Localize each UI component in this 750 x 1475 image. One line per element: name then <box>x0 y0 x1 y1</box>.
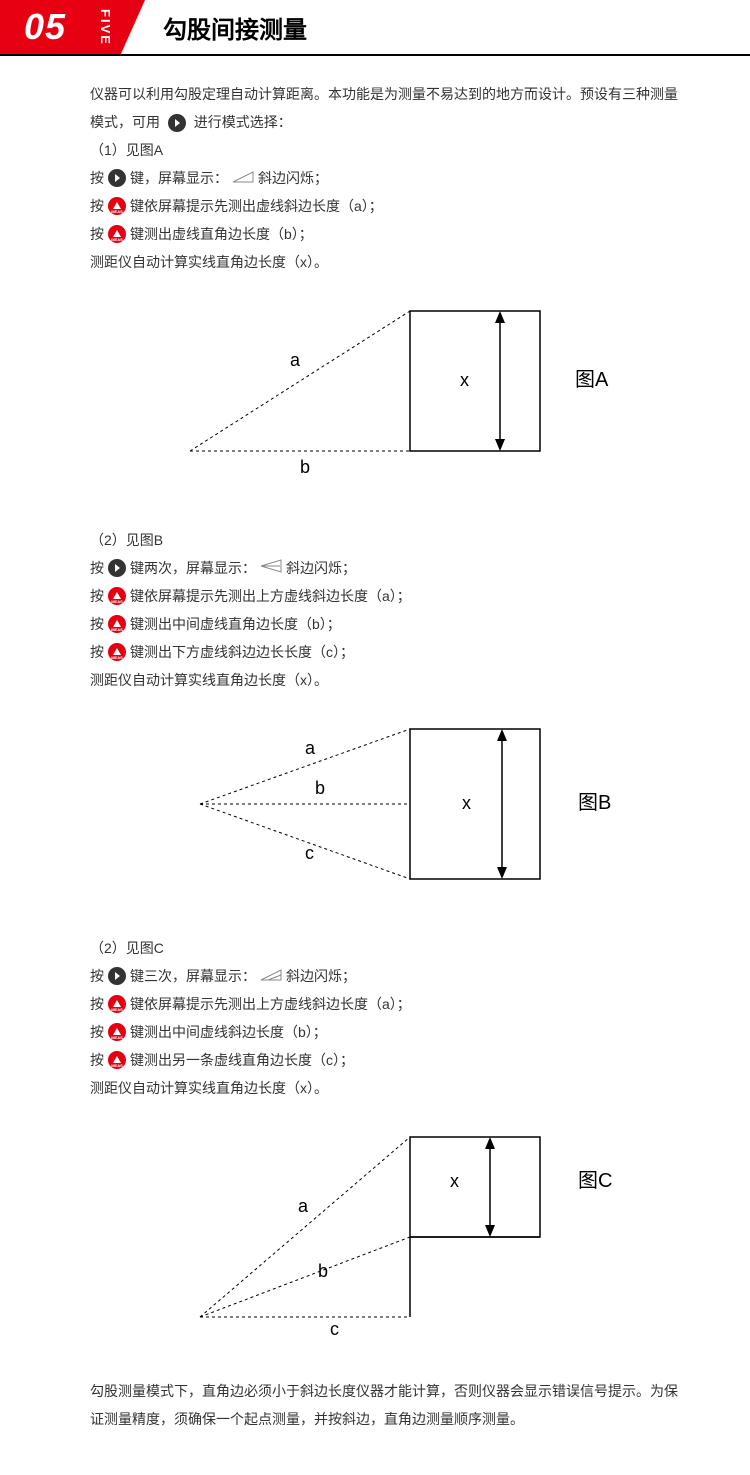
meas-button-icon: MEAS <box>108 995 126 1013</box>
section-c-line5: 测距仪自动计算实线直角边长度（x）。 <box>90 1074 690 1102</box>
section-b-line4: 按 MEAS 键测出下方虚线斜边边长长度（c）； <box>90 638 690 666</box>
svg-text:a: a <box>298 1196 309 1216</box>
text: 斜边闪烁； <box>286 962 356 990</box>
section-c-line2: 按 MEAS 键依屏幕提示先测出上方虚线斜边长度（a）； <box>90 990 690 1018</box>
svg-text:x: x <box>462 793 471 813</box>
section-c-title: （2）见图C <box>90 934 690 962</box>
text: 按 <box>90 192 104 220</box>
mode-button-icon <box>108 559 126 577</box>
text: 按 <box>90 610 104 638</box>
footer-note: 勾股测量模式下，直角边必须小于斜边长度仪器才能计算，否则仪器会显示错误信号提示。… <box>90 1377 690 1433</box>
svg-text:图C: 图C <box>578 1170 612 1192</box>
text: 键三次，屏幕显示： <box>130 962 256 990</box>
svg-text:a: a <box>305 738 316 758</box>
triangle-icon <box>260 962 282 990</box>
header-title: 勾股间接测量 <box>145 0 750 54</box>
text: 按 <box>90 962 104 990</box>
header-five-text: FIVE <box>98 9 113 46</box>
svg-text:a: a <box>290 350 301 370</box>
text: 按 <box>90 638 104 666</box>
text: 按 <box>90 1018 104 1046</box>
section-b-line2: 按 MEAS 键依屏幕提示先测出上方虚线斜边长度（a）； <box>90 582 690 610</box>
section-c-line4: 按 MEAS 键测出另一条虚线直角边长度（c）； <box>90 1046 690 1074</box>
section-header: 05 FIVE 勾股间接测量 <box>0 0 750 56</box>
text: 按 <box>90 582 104 610</box>
text: 键依屏幕提示先测出上方虚线斜边长度（a）； <box>130 582 411 610</box>
text: 键依屏幕提示先测出上方虚线斜边长度（a）； <box>130 990 411 1018</box>
meas-button-icon: MEAS <box>108 197 126 215</box>
header-five-badge: FIVE <box>90 0 120 54</box>
text: 键两次，屏幕显示： <box>130 554 256 582</box>
svg-text:c: c <box>305 843 314 863</box>
section-b-line3: 按 MEAS 键测出中间虚线直角边长度（b）； <box>90 610 690 638</box>
text: 键，屏幕显示： <box>130 164 228 192</box>
diagram-c: a b c x 图C <box>90 1102 690 1352</box>
text: 键测出另一条虚线直角边长度（c）； <box>130 1046 354 1074</box>
header-number: 05 <box>0 0 90 54</box>
text: 键依屏幕提示先测出虚线斜边长度（a）； <box>130 192 383 220</box>
diagram-b: a b c x 图B <box>90 694 690 904</box>
section-a-line4: 测距仪自动计算实线直角边长度（x）。 <box>90 248 690 276</box>
text: 键测出中间虚线直角边长度（b）； <box>130 610 341 638</box>
svg-text:c: c <box>330 1319 339 1339</box>
diagram-a: a b x 图A <box>90 276 690 496</box>
text: 按 <box>90 990 104 1018</box>
svg-text:x: x <box>450 1171 459 1191</box>
svg-text:b: b <box>315 778 325 798</box>
intro-text-after: 进行模式选择： <box>194 114 292 130</box>
triangle-icon <box>232 164 254 192</box>
text: 键测出下方虚线斜边边长长度（c）； <box>130 638 354 666</box>
content-body: 仪器可以利用勾股定理自动计算距离。本功能是为测量不易达到的地方而设计。预设有三种… <box>0 56 750 1463</box>
meas-button-icon: MEAS <box>108 225 126 243</box>
intro-paragraph: 仪器可以利用勾股定理自动计算距离。本功能是为测量不易达到的地方而设计。预设有三种… <box>90 80 690 136</box>
text: 按 <box>90 1046 104 1074</box>
svg-text:b: b <box>318 1261 328 1281</box>
meas-button-icon: MEAS <box>108 643 126 661</box>
header-triangle-decor <box>120 0 145 56</box>
text: 按 <box>90 220 104 248</box>
text: 斜边闪烁； <box>258 164 328 192</box>
text: 键测出中间虚线斜边长度（b）； <box>130 1018 327 1046</box>
text: 斜边闪烁； <box>286 554 356 582</box>
section-a-line2: 按 MEAS 键依屏幕提示先测出虚线斜边长度（a）； <box>90 192 690 220</box>
section-a-line1: 按 键，屏幕显示： 斜边闪烁； <box>90 164 690 192</box>
text: 键测出虚线直角边长度（b）； <box>130 220 313 248</box>
text: 按 <box>90 554 104 582</box>
mode-button-icon <box>108 967 126 985</box>
meas-button-icon: MEAS <box>108 1051 126 1069</box>
meas-button-icon: MEAS <box>108 1023 126 1041</box>
section-b-line1: 按 键两次，屏幕显示： 斜边闪烁； <box>90 554 690 582</box>
mode-button-icon <box>168 114 186 132</box>
svg-text:x: x <box>460 370 469 390</box>
section-a-title: （1）见图A <box>90 136 690 164</box>
svg-text:b: b <box>300 457 310 477</box>
section-b-line5: 测距仪自动计算实线直角边长度（x）。 <box>90 666 690 694</box>
section-c-line3: 按 MEAS 键测出中间虚线斜边长度（b）； <box>90 1018 690 1046</box>
triangle-double-icon <box>260 554 282 582</box>
section-b-title: （2）见图B <box>90 526 690 554</box>
meas-button-icon: MEAS <box>108 587 126 605</box>
section-c-line1: 按 键三次，屏幕显示： 斜边闪烁； <box>90 962 690 990</box>
mode-button-icon <box>108 169 126 187</box>
meas-button-icon: MEAS <box>108 615 126 633</box>
svg-text:图A: 图A <box>575 369 609 391</box>
text: 按 <box>90 164 104 192</box>
svg-text:图B: 图B <box>578 792 611 814</box>
section-a-line3: 按 MEAS 键测出虚线直角边长度（b）； <box>90 220 690 248</box>
